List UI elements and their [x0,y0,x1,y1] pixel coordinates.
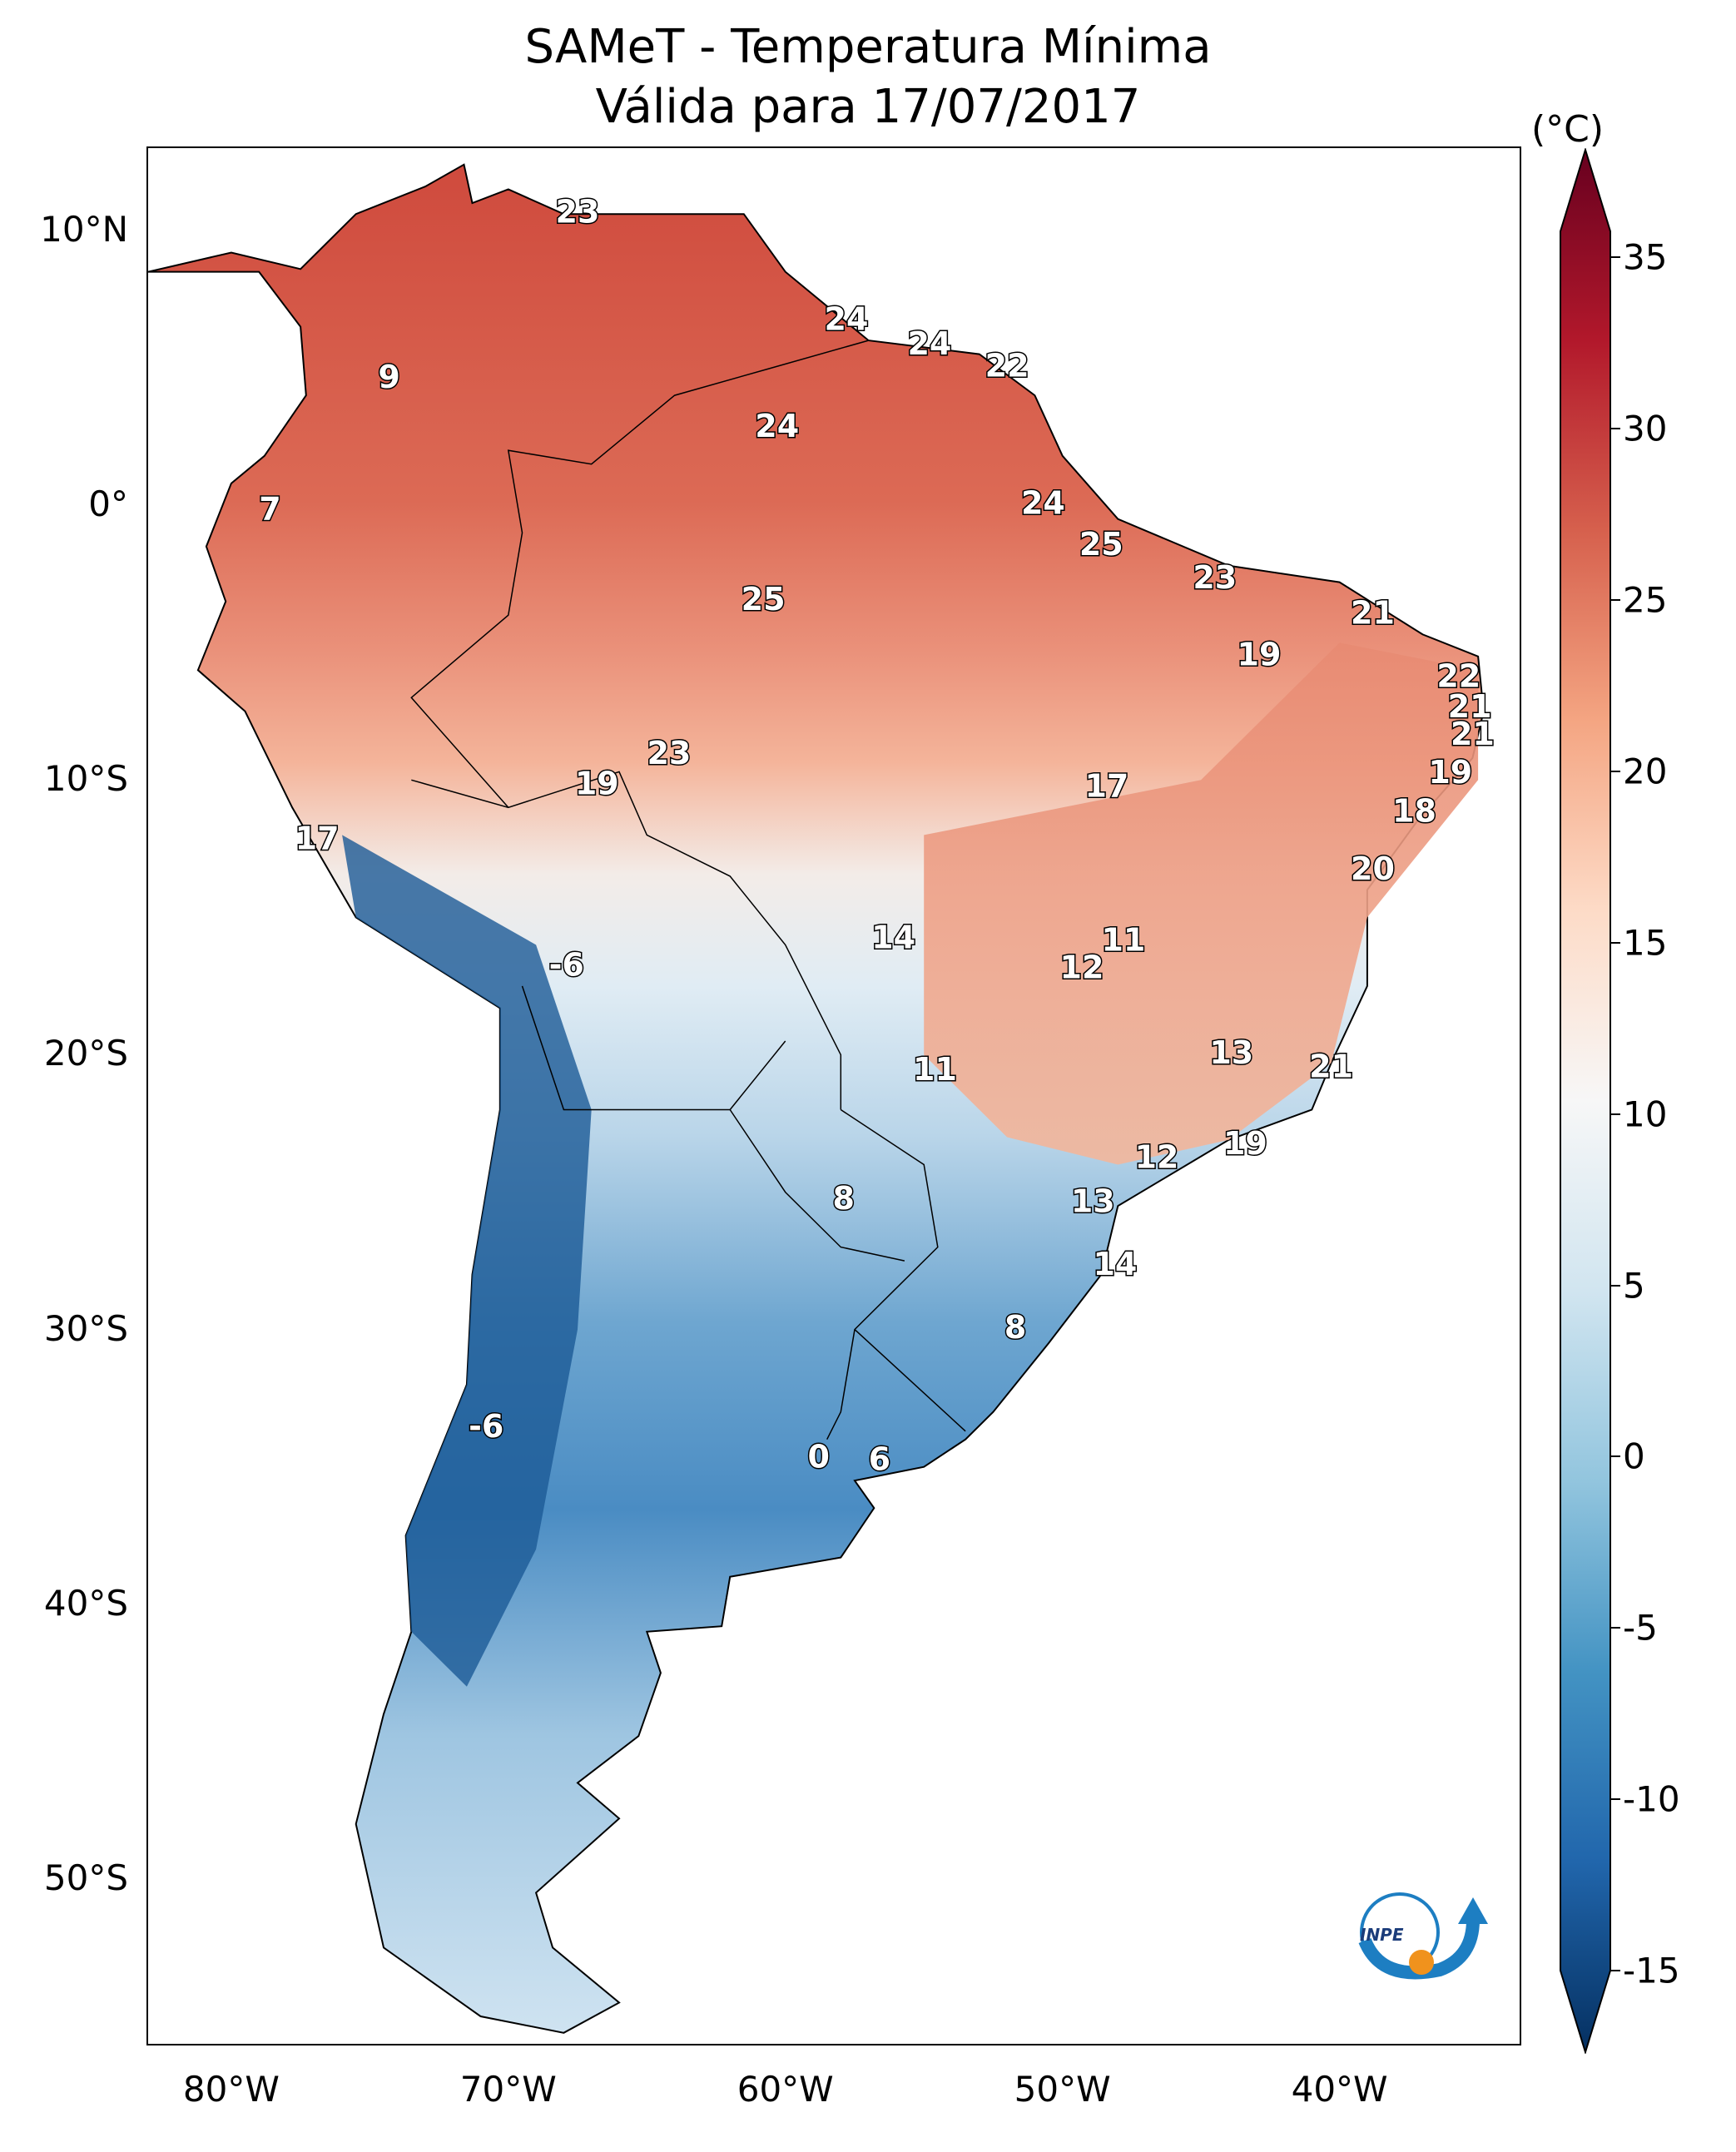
temperature-label: 19 [575,765,619,801]
temperature-label: 8 [832,1180,854,1217]
temperature-label: 24 [825,301,869,338]
colorbar-tick-mark [1610,428,1620,430]
colorbar-tick-label: 10 [1623,1093,1668,1135]
temperature-label: 17 [1084,768,1128,805]
colorbar-tick-label: -5 [1623,1607,1658,1649]
andes-cold-band [342,835,592,1687]
latitude-tick-label: 50°S [43,1857,128,1898]
colorbar-tick-mark [1610,941,1620,944]
country-border [411,771,842,1110]
temperature-label: 24 [1021,485,1065,522]
colorbar-tick-label: 20 [1623,751,1668,792]
temperature-label: 22 [1436,658,1481,695]
colorbar-tick-label: -15 [1623,1950,1680,1991]
temperature-label: 22 [985,348,1029,384]
longitude-tick-label: 60°W [737,2069,834,2110]
longitude-tick-label: 50°W [1014,2069,1111,2110]
map-subtitle: Válida para 17/07/2017 [595,80,1141,134]
colorbar-tick-label: 35 [1623,236,1668,278]
colorbar-tick-label: -10 [1623,1778,1680,1820]
land-layer [148,163,1485,2034]
temperature-label: 21 [1448,688,1492,725]
colorbar-tick-mark [1610,1113,1620,1115]
country-border [521,985,786,1111]
temperature-label: 19 [1238,636,1282,672]
colorbar-tick-mark [1610,1627,1620,1629]
temperature-label: 19 [1223,1125,1267,1162]
latitude-tick-label: 20°S [43,1033,128,1074]
temperature-label: 12 [1060,950,1104,986]
temperature-label: 9 [378,359,399,395]
colorbar-unit: (°C) [1531,108,1605,151]
temperature-label: 8 [1004,1309,1026,1346]
temperature-label: 23 [556,194,600,231]
colorbar-tick-label: 15 [1623,922,1668,964]
latitude-tick-label: 30°S [43,1307,128,1349]
temperature-label: 13 [1209,1034,1253,1071]
country-border [729,1109,905,1262]
temperature-label: 23 [1193,559,1237,596]
temperature-label: 18 [1392,793,1436,830]
latitude-tick-label: 40°S [43,1582,128,1624]
colorbar-tick-mark [1610,256,1620,259]
temperature-label: -6 [469,1408,503,1445]
temperature-label: 24 [755,408,799,444]
temperature-label: 11 [1101,922,1145,959]
country-border [410,340,869,808]
colorbar-tick-mark [1610,1455,1620,1458]
colorbar-tick-label: 5 [1623,1265,1645,1307]
temperature-label: 13 [1071,1183,1115,1219]
temperature-label: 14 [1093,1246,1137,1282]
inpe-logo: INPE [1348,1882,1490,1991]
colorbar-tick-label: 30 [1623,408,1668,449]
temperature-label: 14 [871,919,915,955]
colorbar-tick-mark [1610,1970,1620,1971]
country-border [826,1108,939,1440]
map-title: SAMeT - Temperatura Mínima [524,20,1212,74]
country-border [854,1329,966,1432]
colorbar [1560,148,1611,2054]
temperature-label: -6 [549,946,584,983]
latitude-tick-label: 0° [88,483,128,525]
colorbar-tick-mark [1610,1284,1620,1287]
temperature-label: 12 [1134,1138,1178,1175]
temperature-label: 21 [1351,595,1395,632]
colorbar-tick-mark [1610,1798,1620,1801]
logo-text: INPE [1360,1925,1404,1945]
colorbar-tick-label: 0 [1623,1435,1645,1477]
temperature-label: 21 [1309,1049,1353,1085]
temperature-label: 25 [1079,526,1123,563]
temperature-label: 24 [907,325,951,362]
temperature-label: 7 [259,490,280,527]
temperature-label: 25 [742,581,786,617]
longitude-tick-label: 70°W [459,2069,557,2110]
colorbar-tick-label: 25 [1623,579,1668,621]
map-panel: 23 24 24 22 9 24 7 24 25 23 25 21 19 22 21 21 23 19 19 17 18… [146,146,1521,2045]
latitude-tick-label: 10°S [43,758,128,800]
warm-region-shading [924,642,1479,1165]
colorbar-tick-mark [1610,770,1620,772]
temperature-label: 19 [1428,754,1472,791]
temperature-label: 23 [647,735,691,771]
temperature-label: 0 [807,1438,829,1475]
colorbar-tick-mark [1610,599,1620,602]
temperature-label: 11 [913,1051,957,1088]
longitude-tick-label: 40°W [1291,2069,1388,2110]
longitude-tick-label: 80°W [182,2069,280,2110]
temperature-label: 17 [295,821,340,857]
temperature-label: 21 [1451,716,1495,752]
temperature-label: 20 [1351,850,1395,887]
latitude-tick-label: 10°N [40,209,128,250]
temperature-label: 6 [869,1441,890,1478]
